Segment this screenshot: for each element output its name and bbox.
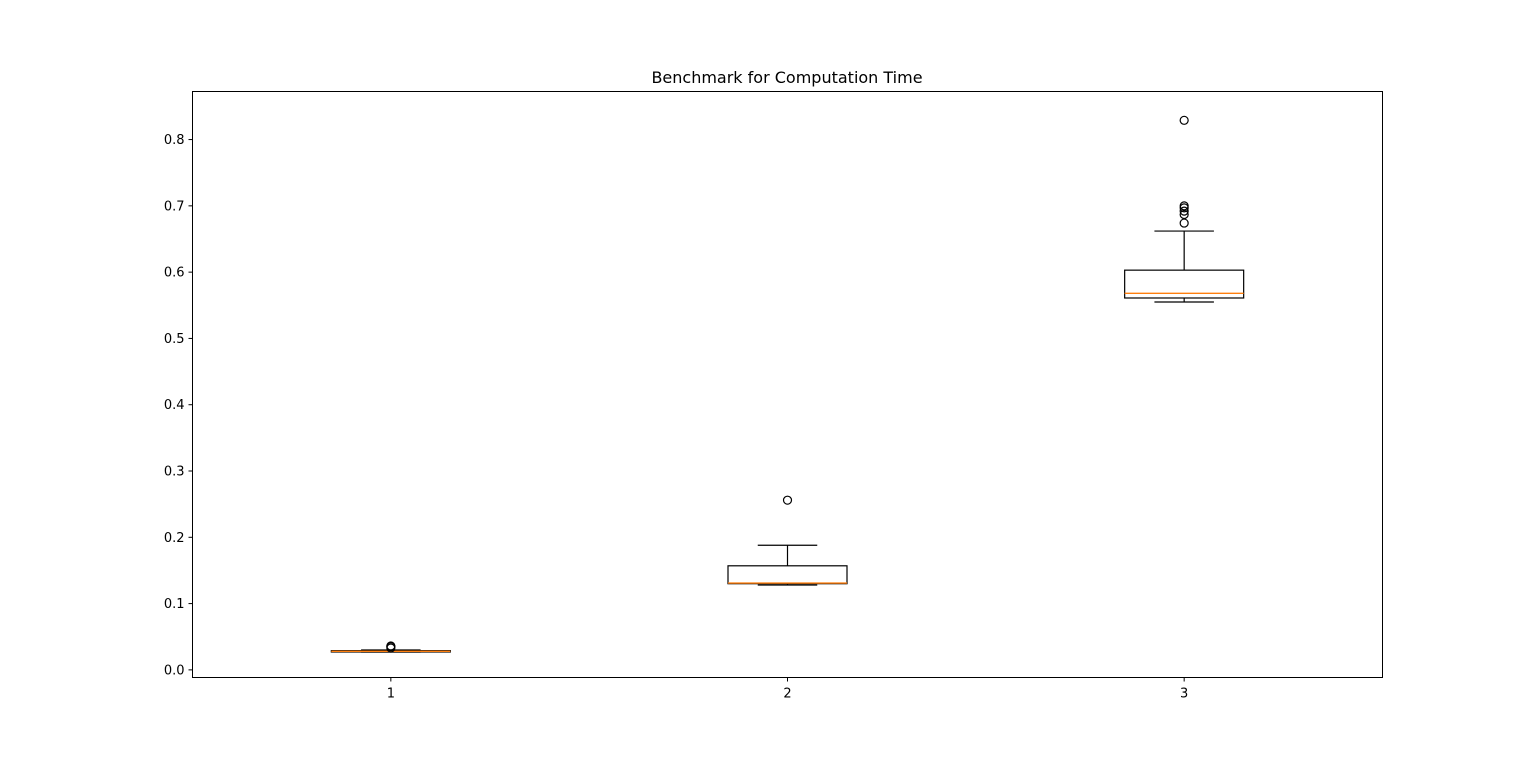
y-tick-label: 0.3: [164, 465, 185, 480]
y-tick-label: 0.8: [164, 133, 185, 148]
chart-title: Benchmark for Computation Time: [651, 68, 922, 87]
outlier-point: [1179, 206, 1189, 216]
box-group-3: [1124, 115, 1245, 303]
y-tick-label: 0.7: [164, 199, 185, 214]
box-group-2: [727, 495, 848, 586]
y-tick-label: 0.0: [164, 663, 185, 678]
y-axis: 0.0 0.1 0.2 0.3 0.4 0.5 0.6 0.7 0.8: [164, 133, 193, 678]
y-tick-label: 0.4: [164, 398, 185, 413]
x-tick-label: 2: [783, 687, 791, 702]
outlier-point: [1179, 201, 1189, 211]
outlier-point: [386, 641, 396, 651]
outlier-point: [1179, 209, 1189, 220]
iqr-box: [1124, 269, 1245, 299]
y-tick-label: 0.5: [164, 332, 185, 347]
y-tick-label: 0.1: [164, 597, 185, 612]
plot-area: [330, 115, 1245, 653]
box-group-1: [330, 641, 451, 653]
outlier-point: [782, 495, 793, 505]
x-tick-label: 3: [1180, 687, 1188, 702]
y-tick-label: 0.2: [164, 531, 185, 546]
outlier-point: [1179, 115, 1189, 125]
x-axis: 1 2 3: [387, 677, 1188, 702]
outlier-point: [1179, 218, 1189, 228]
x-tick-label: 1: [387, 687, 395, 702]
y-tick-label: 0.6: [164, 266, 185, 281]
